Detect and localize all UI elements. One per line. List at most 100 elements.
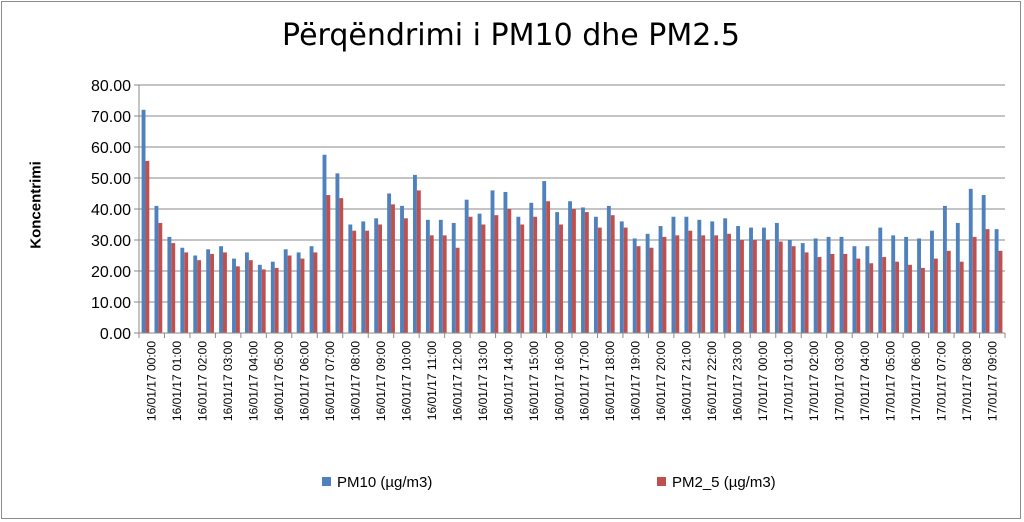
bar-pm10 <box>555 212 560 333</box>
bar-pm10 <box>335 173 340 333</box>
y-tick-labels: 0.00 10.00 20.00 30.00 40.00 50.00 60.00 70.00 8… <box>91 78 131 343</box>
bar-pm10 <box>529 202 534 333</box>
bar-pm2-5 <box>597 227 602 333</box>
bar-pm2-5 <box>920 267 925 333</box>
bar-pm10 <box>749 227 753 333</box>
y-tick-label: 70.00 <box>91 109 131 126</box>
bar-pm10 <box>839 236 844 333</box>
bar-pm2-5 <box>261 269 266 333</box>
bar-pm10 <box>464 199 469 333</box>
bar-pm2-5 <box>649 247 654 333</box>
y-tick-label: 10.00 <box>91 295 131 312</box>
bar-pm2-5 <box>908 264 912 333</box>
legend-label-pm2-5: PM2_5 (µg/m3) <box>672 474 776 491</box>
bar-pm2-5 <box>546 201 551 333</box>
bar-pm2-5 <box>895 261 900 333</box>
x-tick-label: 17/01/17 09:00 <box>985 341 999 421</box>
bar-pm10 <box>865 246 870 333</box>
bar-pm10 <box>994 229 999 333</box>
bar-pm10 <box>270 261 275 333</box>
x-tick-label: 16/01/17 00:00 <box>145 341 159 421</box>
bar-pm2-5 <box>300 258 305 333</box>
x-tick-label: 16/01/17 06:00 <box>298 341 312 421</box>
bar-pm10 <box>891 235 896 333</box>
bar-pm10 <box>955 222 960 333</box>
bar-pm10 <box>438 219 443 333</box>
bar-pm10 <box>400 205 404 333</box>
bar-pm10 <box>800 243 805 333</box>
x-tick-label: 16/01/17 18:00 <box>603 341 617 421</box>
x-tick-label: 16/01/17 07:00 <box>323 341 337 421</box>
bar-pm10 <box>904 236 909 333</box>
bar-pm2-5 <box>727 233 731 333</box>
bar-pm2-5 <box>223 252 227 333</box>
bar-pm2-5 <box>959 261 964 333</box>
bar-pm2-5 <box>584 212 589 333</box>
bar-pm2-5 <box>442 235 447 333</box>
y-tick-label: 40.00 <box>91 202 131 219</box>
bar-pm10 <box>645 233 650 333</box>
y-tick-label: 60.00 <box>91 140 131 157</box>
bar-pm10 <box>736 226 741 333</box>
bar-pm2-5 <box>248 260 253 333</box>
bar-pm10 <box>968 188 973 333</box>
bar-pm2-5 <box>313 252 318 333</box>
bar-pm10 <box>593 216 598 333</box>
bar-pm2-5 <box>843 253 848 333</box>
bar-pm10 <box>671 216 676 333</box>
legend-swatch-pm2-5 <box>657 477 666 486</box>
bar-pm2-5 <box>714 235 719 333</box>
bar-pm2-5 <box>403 218 408 333</box>
x-tick-label: 16/01/17 11:00 <box>425 341 439 421</box>
x-tick-label: 16/01/17 20:00 <box>654 341 668 421</box>
bar-pm10 <box>206 249 211 333</box>
bar-pm10 <box>490 190 495 333</box>
x-tick-label: 16/01/17 01:00 <box>170 341 184 421</box>
bar-pm2-5 <box>998 250 1003 333</box>
bar-pm10 <box>632 238 637 333</box>
bar-pm10 <box>180 247 185 333</box>
x-tick-label: 17/01/17 00:00 <box>756 341 770 421</box>
legend-label-pm10: PM10 (µg/m3) <box>337 474 432 491</box>
bar-pm2-5 <box>416 190 421 333</box>
y-tick-label: 50.00 <box>91 171 131 188</box>
bar-pm10 <box>141 109 146 333</box>
bar-pm2-5 <box>701 235 706 333</box>
bar-pm10 <box>813 238 818 333</box>
x-tick-label: 16/01/17 17:00 <box>578 341 592 421</box>
bar-pm2-5 <box>171 243 176 333</box>
bar-pm10 <box>219 246 224 333</box>
bar-pm10 <box>852 246 857 333</box>
bar-pm10 <box>374 218 379 333</box>
bar-pm2-5 <box>869 263 874 333</box>
bar-pm2-5 <box>675 235 680 333</box>
bar-pm10 <box>762 227 766 333</box>
bar-pm10 <box>568 201 572 333</box>
bar-pm2-5 <box>985 229 990 333</box>
bar-pm2-5 <box>481 224 486 333</box>
bar-pm2-5 <box>210 253 214 333</box>
bar-pm2-5 <box>507 209 512 333</box>
bars <box>141 109 1003 333</box>
bar-pm2-5 <box>494 215 499 333</box>
bar-pm10 <box>723 218 728 333</box>
bar-pm2-5 <box>830 253 835 333</box>
bar-pm2-5 <box>778 241 783 333</box>
bar-pm10 <box>296 252 301 333</box>
bar-pm10 <box>477 213 482 333</box>
bar-pm10 <box>361 221 366 333</box>
chart-title: Përqëndrimi i PM10 dhe PM2.5 <box>282 18 740 53</box>
x-tick-label: 16/01/17 04:00 <box>247 341 261 421</box>
bar-pm2-5 <box>933 258 938 333</box>
bar-pm10 <box>619 221 624 333</box>
bar-pm10 <box>244 252 249 333</box>
bar-pm2-5 <box>274 267 279 333</box>
bar-pm2-5 <box>636 246 641 333</box>
bar-pm2-5 <box>752 240 757 333</box>
x-tick-label: 16/01/17 21:00 <box>680 341 694 421</box>
x-tick-label: 17/01/17 03:00 <box>832 341 846 421</box>
legend: PM10 (µg/m3) PM2_5 (µg/m3) <box>322 474 776 491</box>
x-tick-label: 17/01/17 01:00 <box>782 341 796 421</box>
bar-pm2-5 <box>972 236 977 333</box>
